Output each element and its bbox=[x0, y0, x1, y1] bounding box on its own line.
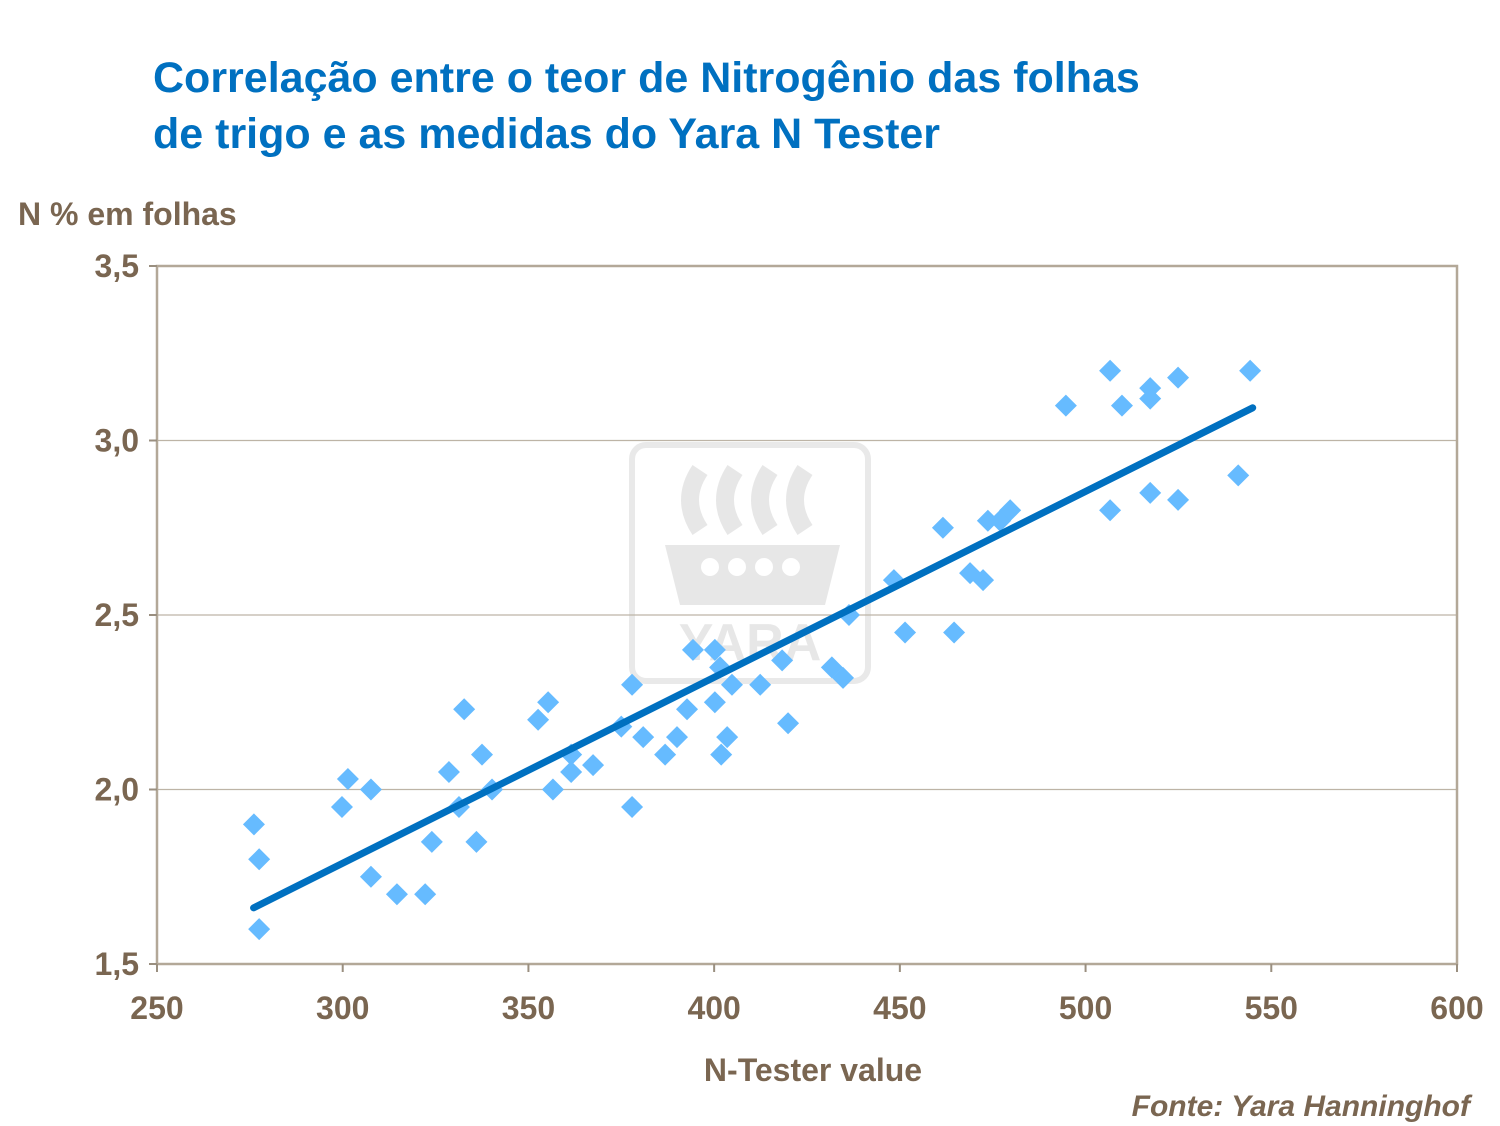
data-point bbox=[420, 830, 443, 853]
data-point bbox=[943, 621, 966, 644]
x-tick-label: 550 bbox=[1245, 990, 1298, 1026]
data-point bbox=[832, 666, 855, 689]
data-point bbox=[248, 848, 271, 871]
data-point bbox=[453, 698, 476, 721]
data-point bbox=[976, 509, 999, 532]
chart-title: Correlação entre o teor de Nitrogênio da… bbox=[153, 54, 1140, 158]
y-axis-label: N % em folhas bbox=[18, 196, 237, 232]
data-point bbox=[771, 649, 794, 672]
data-point bbox=[385, 883, 408, 906]
data-point bbox=[632, 726, 655, 749]
data-point bbox=[242, 813, 265, 836]
data-point bbox=[621, 795, 644, 818]
data-point bbox=[336, 768, 359, 791]
x-axis-label: N-Tester value bbox=[703, 1052, 923, 1088]
source-note: Fonte: Yara Hanninghof bbox=[1131, 1090, 1470, 1123]
y-tick-label: 2,5 bbox=[95, 597, 139, 633]
data-point bbox=[330, 795, 353, 818]
y-tick-label: 3,0 bbox=[95, 423, 139, 459]
data-point bbox=[1239, 359, 1262, 382]
data-point bbox=[560, 761, 583, 784]
trendline bbox=[250, 404, 1257, 912]
data-point bbox=[716, 726, 739, 749]
data-point bbox=[1099, 499, 1122, 522]
data-point bbox=[414, 883, 437, 906]
data-point bbox=[681, 638, 704, 661]
yara-logo-watermark: YARA bbox=[629, 442, 871, 684]
y-tick-label: 1,5 bbox=[95, 946, 139, 982]
data-point bbox=[1054, 394, 1077, 417]
data-point bbox=[666, 726, 688, 749]
x-tick-label: 600 bbox=[1430, 990, 1483, 1026]
data-point bbox=[777, 712, 800, 735]
data-point bbox=[972, 569, 995, 592]
x-tick-label: 450 bbox=[873, 990, 926, 1026]
data-point bbox=[703, 638, 726, 661]
data-point bbox=[703, 691, 726, 714]
data-point bbox=[582, 754, 605, 777]
data-point bbox=[248, 918, 271, 941]
data-point bbox=[471, 743, 493, 766]
y-tick-label: 3,5 bbox=[95, 248, 139, 284]
x-tick-label: 300 bbox=[316, 990, 369, 1026]
y-tick-label: 2,0 bbox=[95, 772, 139, 808]
data-point bbox=[537, 691, 560, 714]
data-point bbox=[654, 743, 677, 766]
data-point bbox=[710, 743, 733, 766]
data-point bbox=[1139, 387, 1162, 410]
data-point bbox=[527, 708, 550, 731]
data-point bbox=[437, 761, 460, 784]
x-tick-label: 250 bbox=[130, 990, 183, 1026]
data-point bbox=[1167, 488, 1190, 511]
data-point bbox=[1167, 366, 1190, 389]
data-point bbox=[720, 673, 743, 696]
data-point bbox=[359, 865, 382, 888]
data-point bbox=[676, 698, 699, 721]
data-point bbox=[931, 516, 954, 539]
x-tick-label: 350 bbox=[502, 990, 555, 1026]
data-point bbox=[541, 778, 564, 801]
data-point bbox=[1227, 464, 1250, 487]
x-tick-label: 400 bbox=[687, 990, 740, 1026]
data-point bbox=[1110, 394, 1133, 417]
data-point bbox=[359, 778, 382, 801]
data-point bbox=[621, 673, 644, 696]
x-tick-label: 500 bbox=[1059, 990, 1112, 1026]
data-point bbox=[1139, 481, 1162, 504]
data-point bbox=[465, 830, 488, 853]
data-point bbox=[999, 499, 1022, 522]
data-point bbox=[894, 621, 917, 644]
data-point bbox=[749, 673, 772, 696]
data-point bbox=[1099, 359, 1122, 382]
